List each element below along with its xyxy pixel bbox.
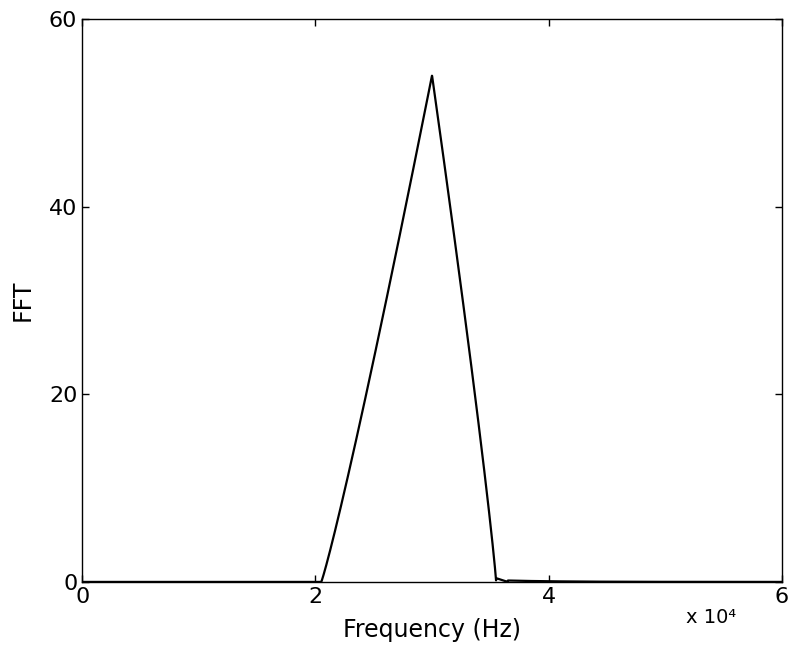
Text: x 10⁴: x 10⁴	[686, 608, 736, 627]
Y-axis label: FFT: FFT	[11, 279, 35, 321]
X-axis label: Frequency (Hz): Frequency (Hz)	[343, 618, 521, 642]
